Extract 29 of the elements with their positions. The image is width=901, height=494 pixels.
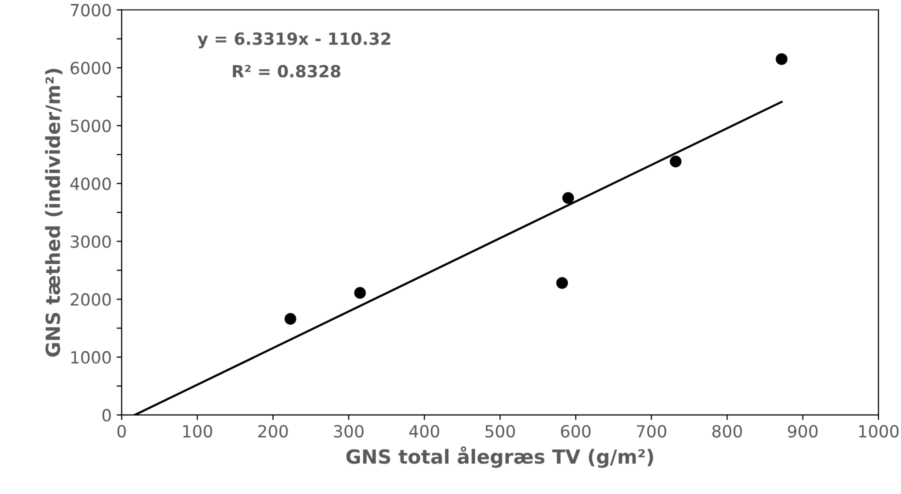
x-tick-label: 600 [560, 424, 591, 438]
y-tick-label: 7000 [70, 4, 111, 16]
x-tick-label: 400 [409, 424, 440, 438]
x-tick-label: 800 [712, 424, 742, 438]
x-tick-label: 200 [258, 424, 288, 438]
x-tick-label: 300 [334, 424, 364, 438]
y-tick-label: 6000 [70, 62, 111, 74]
y-tick-label: 2000 [70, 293, 111, 306]
point [670, 156, 682, 168]
point [284, 313, 296, 325]
point [776, 53, 788, 65]
point [562, 192, 574, 204]
point [556, 277, 568, 289]
y-tick-label: 3000 [70, 235, 111, 248]
point [354, 287, 366, 299]
y-tick-label: 1000 [71, 351, 111, 364]
x-axis-title: GNS total ålegræs TV (g/m²) [346, 446, 654, 468]
x-tick-label: 0 [117, 424, 126, 438]
annotation: R² = 0.8328 [232, 64, 340, 78]
y-axis-title: GNS tæthed (individer/m²) [45, 68, 62, 357]
x-tick-label: 700 [636, 424, 666, 438]
y-tick-label: 5000 [70, 120, 111, 132]
x-tick-label: 1000 [859, 424, 899, 438]
x-tick-label: 900 [788, 424, 818, 438]
annotation: y = 6.3319x - 110.32 [198, 32, 390, 48]
y-tick-label: 4000 [70, 177, 111, 190]
y-tick-label: 0 [102, 408, 111, 422]
x-tick-label: 500 [485, 424, 515, 438]
x-tick-label: 100 [183, 424, 212, 438]
